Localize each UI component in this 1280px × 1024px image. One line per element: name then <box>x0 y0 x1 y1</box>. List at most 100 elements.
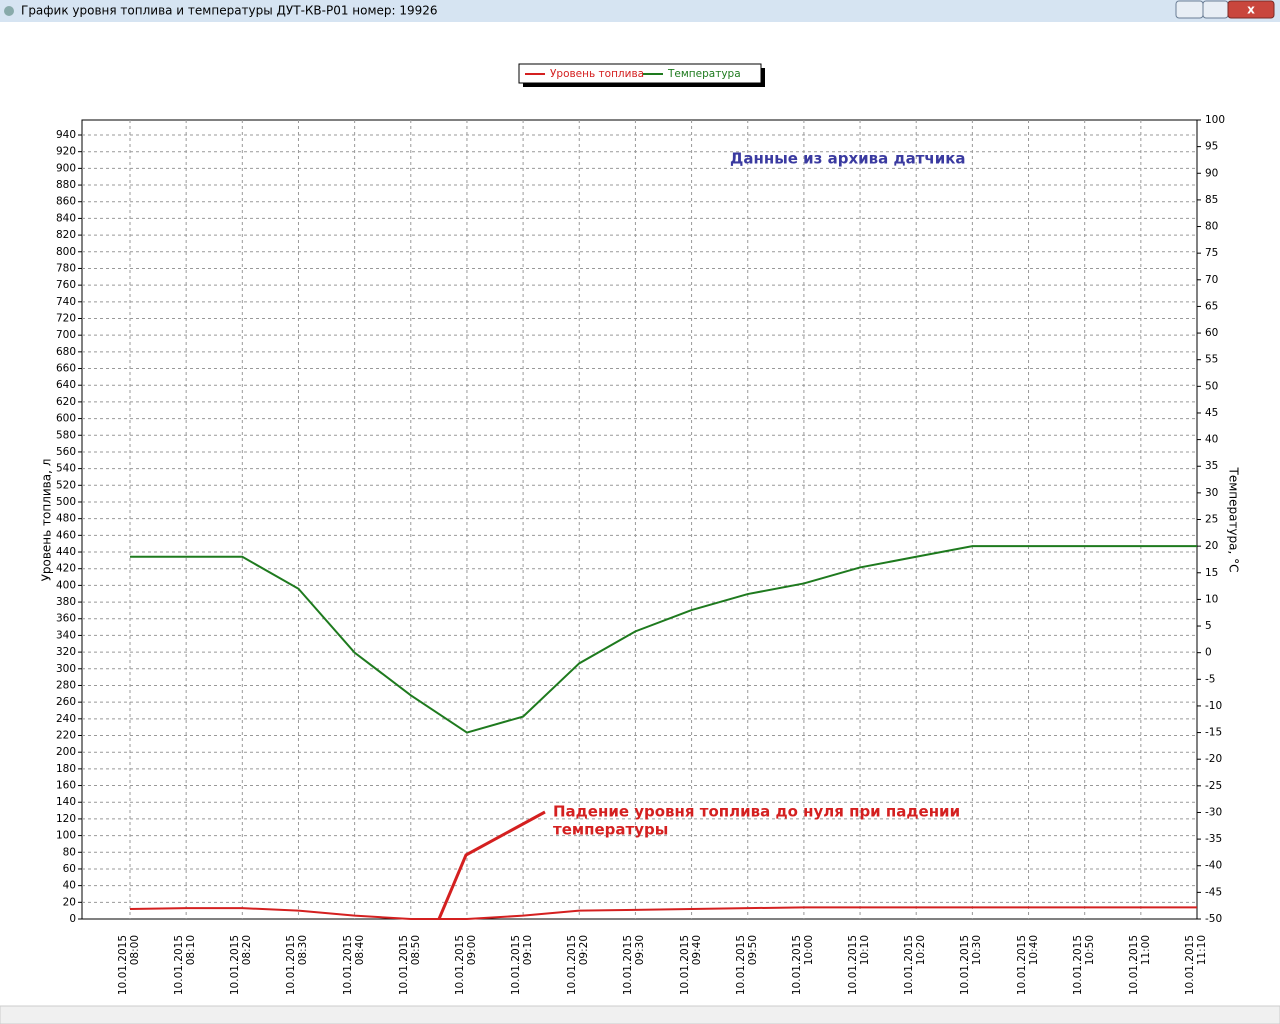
scrollbar[interactable] <box>0 1005 1280 1024</box>
series-line <box>129 906 1197 920</box>
y-tick-label: 80 <box>63 846 76 858</box>
y2-tick-label: 20 <box>1205 540 1218 552</box>
y2-tick-label: -10 <box>1205 700 1222 712</box>
y2-tick-label: 90 <box>1205 167 1218 179</box>
x-tick-label: 10.01.2015 10:50 <box>1071 935 1096 996</box>
y-tick-label: 260 <box>56 696 76 708</box>
annotation: температуры <box>553 821 668 839</box>
legend-label: Температура <box>667 68 741 80</box>
y-tick-label: 660 <box>56 363 76 375</box>
y-tick-label: 780 <box>56 262 76 274</box>
window-title: График уровня топлива и температуры ДУТ-… <box>21 4 438 18</box>
y-tick-label: 160 <box>56 780 76 792</box>
plot-area <box>81 119 1198 920</box>
y2-tick-label: 25 <box>1205 514 1218 526</box>
minimize-button[interactable] <box>1175 0 1204 19</box>
y-tick-label: 700 <box>56 329 76 341</box>
y-tick-label: 280 <box>56 679 76 691</box>
y-tick-label: 540 <box>56 463 76 475</box>
x-tick-label: 10.01.2015 09:40 <box>678 935 703 996</box>
y2-tick-label: -50 <box>1205 913 1222 925</box>
y-tick-label: 140 <box>56 796 76 808</box>
y-tick-label: 100 <box>56 830 76 842</box>
y-tick-label: 720 <box>56 312 76 324</box>
y2-tick-label: 85 <box>1205 194 1218 206</box>
x-tick-label: 10.01.2015 10:30 <box>959 935 984 996</box>
y2-axis-title: Температура, °C <box>1227 466 1241 572</box>
y-tick-label: 900 <box>56 162 76 174</box>
y2-tick-label: -5 <box>1205 673 1215 685</box>
y2-tick-label: 15 <box>1205 567 1218 579</box>
y2-tick-label: -25 <box>1205 780 1222 792</box>
y2-tick-label: -20 <box>1205 753 1222 765</box>
y-tick-label: 360 <box>56 613 76 625</box>
x-tick-label: 10.01.2015 09:10 <box>510 935 535 996</box>
y2-tick-label: 45 <box>1205 407 1218 419</box>
y2-tick-label: 100 <box>1205 114 1225 126</box>
y-tick-label: 840 <box>56 212 76 224</box>
y-tick-label: 40 <box>63 880 76 892</box>
annotation-arrow <box>437 810 546 920</box>
y2-tick-label: 35 <box>1205 460 1218 472</box>
y-tick-label: 60 <box>63 863 76 875</box>
y2-tick-label: 95 <box>1205 141 1218 153</box>
close-button[interactable] <box>1227 0 1275 19</box>
y-tick-label: 680 <box>56 346 76 358</box>
y2-tick-label: 55 <box>1205 354 1218 366</box>
y-tick-label: 480 <box>56 513 76 525</box>
maximize-button[interactable] <box>1202 0 1229 19</box>
y-tick-label: 820 <box>56 229 76 241</box>
y2-tick-label: -40 <box>1205 860 1222 872</box>
y2-tick-label: -45 <box>1205 886 1222 898</box>
y-tick-label: 520 <box>56 479 76 491</box>
x-tick-label: 10.01.2015 08:40 <box>341 935 366 996</box>
y-tick-label: 220 <box>56 730 76 742</box>
y2-tick-label: -15 <box>1205 727 1222 739</box>
y-tick-label: 460 <box>56 529 76 541</box>
y-tick-label: 580 <box>56 429 76 441</box>
y-tick-label: 440 <box>56 546 76 558</box>
x-tick-label: 10.01.2015 08:10 <box>173 935 198 996</box>
y-tick-label: 200 <box>56 746 76 758</box>
y-tick-label: 180 <box>56 763 76 775</box>
x-tick-label: 10.01.2015 09:20 <box>566 935 591 996</box>
y2-tick-label: 30 <box>1205 487 1218 499</box>
close-icon: x <box>1247 3 1255 17</box>
x-tick-label: 10.01.2015 11:10 <box>1184 935 1208 996</box>
y2-tick-label: -30 <box>1205 806 1222 818</box>
y-tick-label: 860 <box>56 196 76 208</box>
series-line <box>130 545 1197 734</box>
y-tick-label: 340 <box>56 629 76 641</box>
x-tick-label: 10.01.2015 11:00 <box>1127 935 1152 996</box>
y2-tick-label: 50 <box>1205 380 1218 392</box>
y-tick-label: 400 <box>56 579 76 591</box>
y2-tick-label: 65 <box>1205 300 1218 312</box>
y-tick-label: 640 <box>56 379 76 391</box>
y-tick-label: 560 <box>56 446 76 458</box>
y-tick-label: 760 <box>56 279 76 291</box>
y2-tick-label: 80 <box>1205 221 1218 233</box>
x-tick-label: 10.01.2015 08:30 <box>285 935 310 996</box>
y-tick-label: 0 <box>69 913 76 925</box>
x-tick-label: 10.01.2015 10:40 <box>1015 935 1040 996</box>
y2-tick-label: 75 <box>1205 247 1218 259</box>
x-tick-label: 10.01.2015 08:50 <box>397 935 422 996</box>
y-tick-label: 380 <box>56 596 76 608</box>
y-axis-title: Уровень топлива, л <box>40 459 54 582</box>
y2-tick-label: 60 <box>1205 327 1218 339</box>
legend-label: Уровень топлива <box>550 68 644 80</box>
title-bar <box>0 0 1280 22</box>
app-icon <box>4 6 14 16</box>
y2-tick-label: 40 <box>1205 434 1218 446</box>
y-tick-label: 620 <box>56 396 76 408</box>
y2-tick-label: 0 <box>1205 647 1212 659</box>
x-tick-label: 10.01.2015 10:10 <box>847 935 872 996</box>
y-tick-label: 800 <box>56 246 76 258</box>
x-tick-label: 10.01.2015 09:50 <box>734 935 759 996</box>
y-tick-label: 500 <box>56 496 76 508</box>
y2-tick-label: 5 <box>1205 620 1212 632</box>
y-tick-label: 20 <box>63 896 76 908</box>
y-tick-label: 880 <box>56 179 76 191</box>
y-tick-label: 740 <box>56 296 76 308</box>
